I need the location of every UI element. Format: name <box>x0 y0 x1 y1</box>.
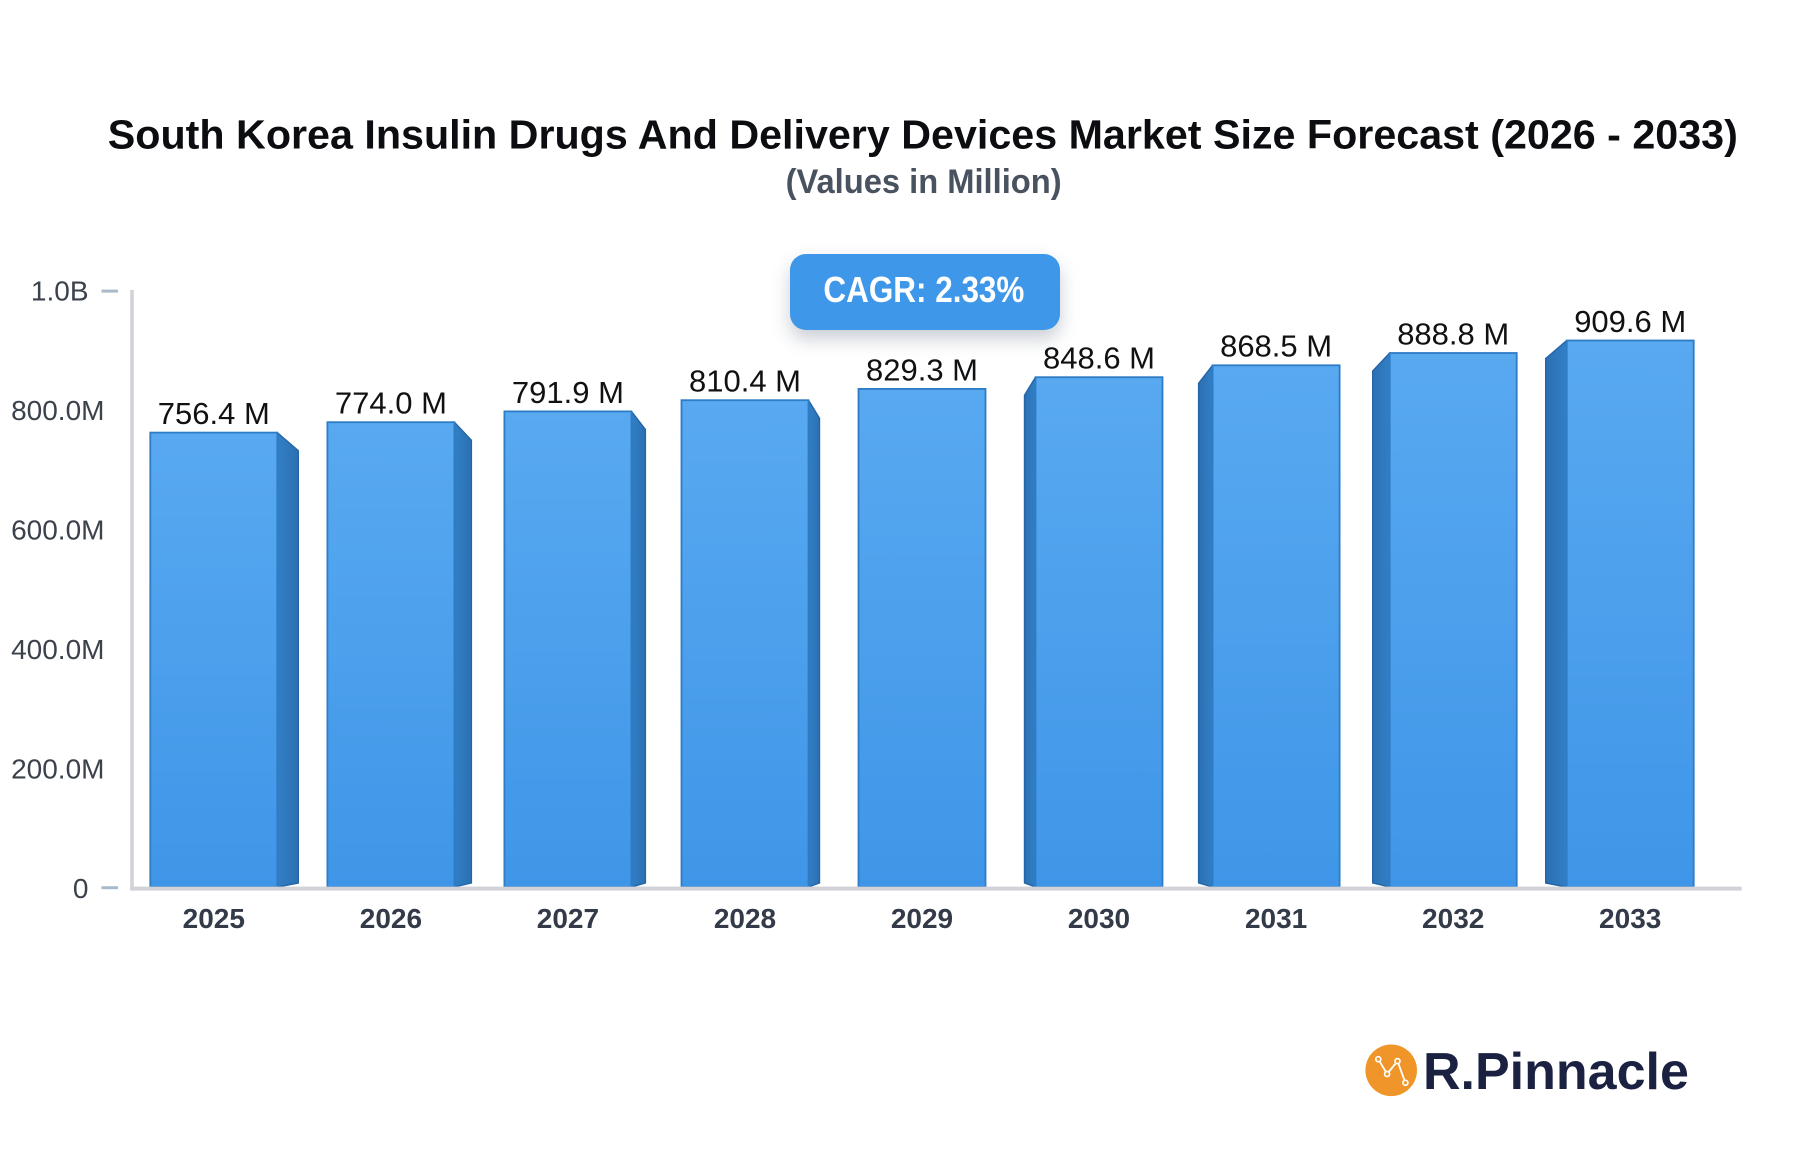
svg-text:800.0M: 800.0M <box>11 395 104 426</box>
svg-text:774.0 M: 774.0 M <box>335 386 447 421</box>
svg-text:400.0M: 400.0M <box>11 634 104 665</box>
svg-text:2032: 2032 <box>1422 903 1484 934</box>
svg-text:829.3 M: 829.3 M <box>866 352 978 387</box>
svg-text:0: 0 <box>73 873 89 904</box>
svg-text:2025: 2025 <box>183 903 245 934</box>
svg-text:2026: 2026 <box>360 903 422 934</box>
svg-text:888.8 M: 888.8 M <box>1397 316 1509 351</box>
svg-text:CAGR: 2.33%: CAGR: 2.33% <box>823 269 1024 310</box>
svg-text:810.4 M: 810.4 M <box>689 364 801 399</box>
svg-text:2028: 2028 <box>714 903 776 934</box>
svg-text:848.6 M: 848.6 M <box>1043 341 1155 376</box>
svg-text:2031: 2031 <box>1245 903 1307 934</box>
svg-text:909.6 M: 909.6 M <box>1574 304 1686 339</box>
svg-text:791.9 M: 791.9 M <box>512 375 624 410</box>
svg-text:South Korea Insulin Drugs And: South Korea Insulin Drugs And Delivery D… <box>108 112 1738 158</box>
svg-text:600.0M: 600.0M <box>11 515 104 546</box>
svg-text:1.0B: 1.0B <box>31 276 89 307</box>
svg-text:2029: 2029 <box>891 903 953 934</box>
svg-text:200.0M: 200.0M <box>11 754 104 785</box>
svg-text:2030: 2030 <box>1068 903 1130 934</box>
svg-text:2027: 2027 <box>537 903 599 934</box>
svg-text:756.4 M: 756.4 M <box>158 396 270 431</box>
svg-text:2033: 2033 <box>1599 903 1661 934</box>
svg-text:868.5 M: 868.5 M <box>1220 329 1332 364</box>
svg-text:(Values in Million): (Values in Million) <box>786 163 1062 201</box>
svg-text:R.Pinnacle: R.Pinnacle <box>1423 1043 1689 1101</box>
